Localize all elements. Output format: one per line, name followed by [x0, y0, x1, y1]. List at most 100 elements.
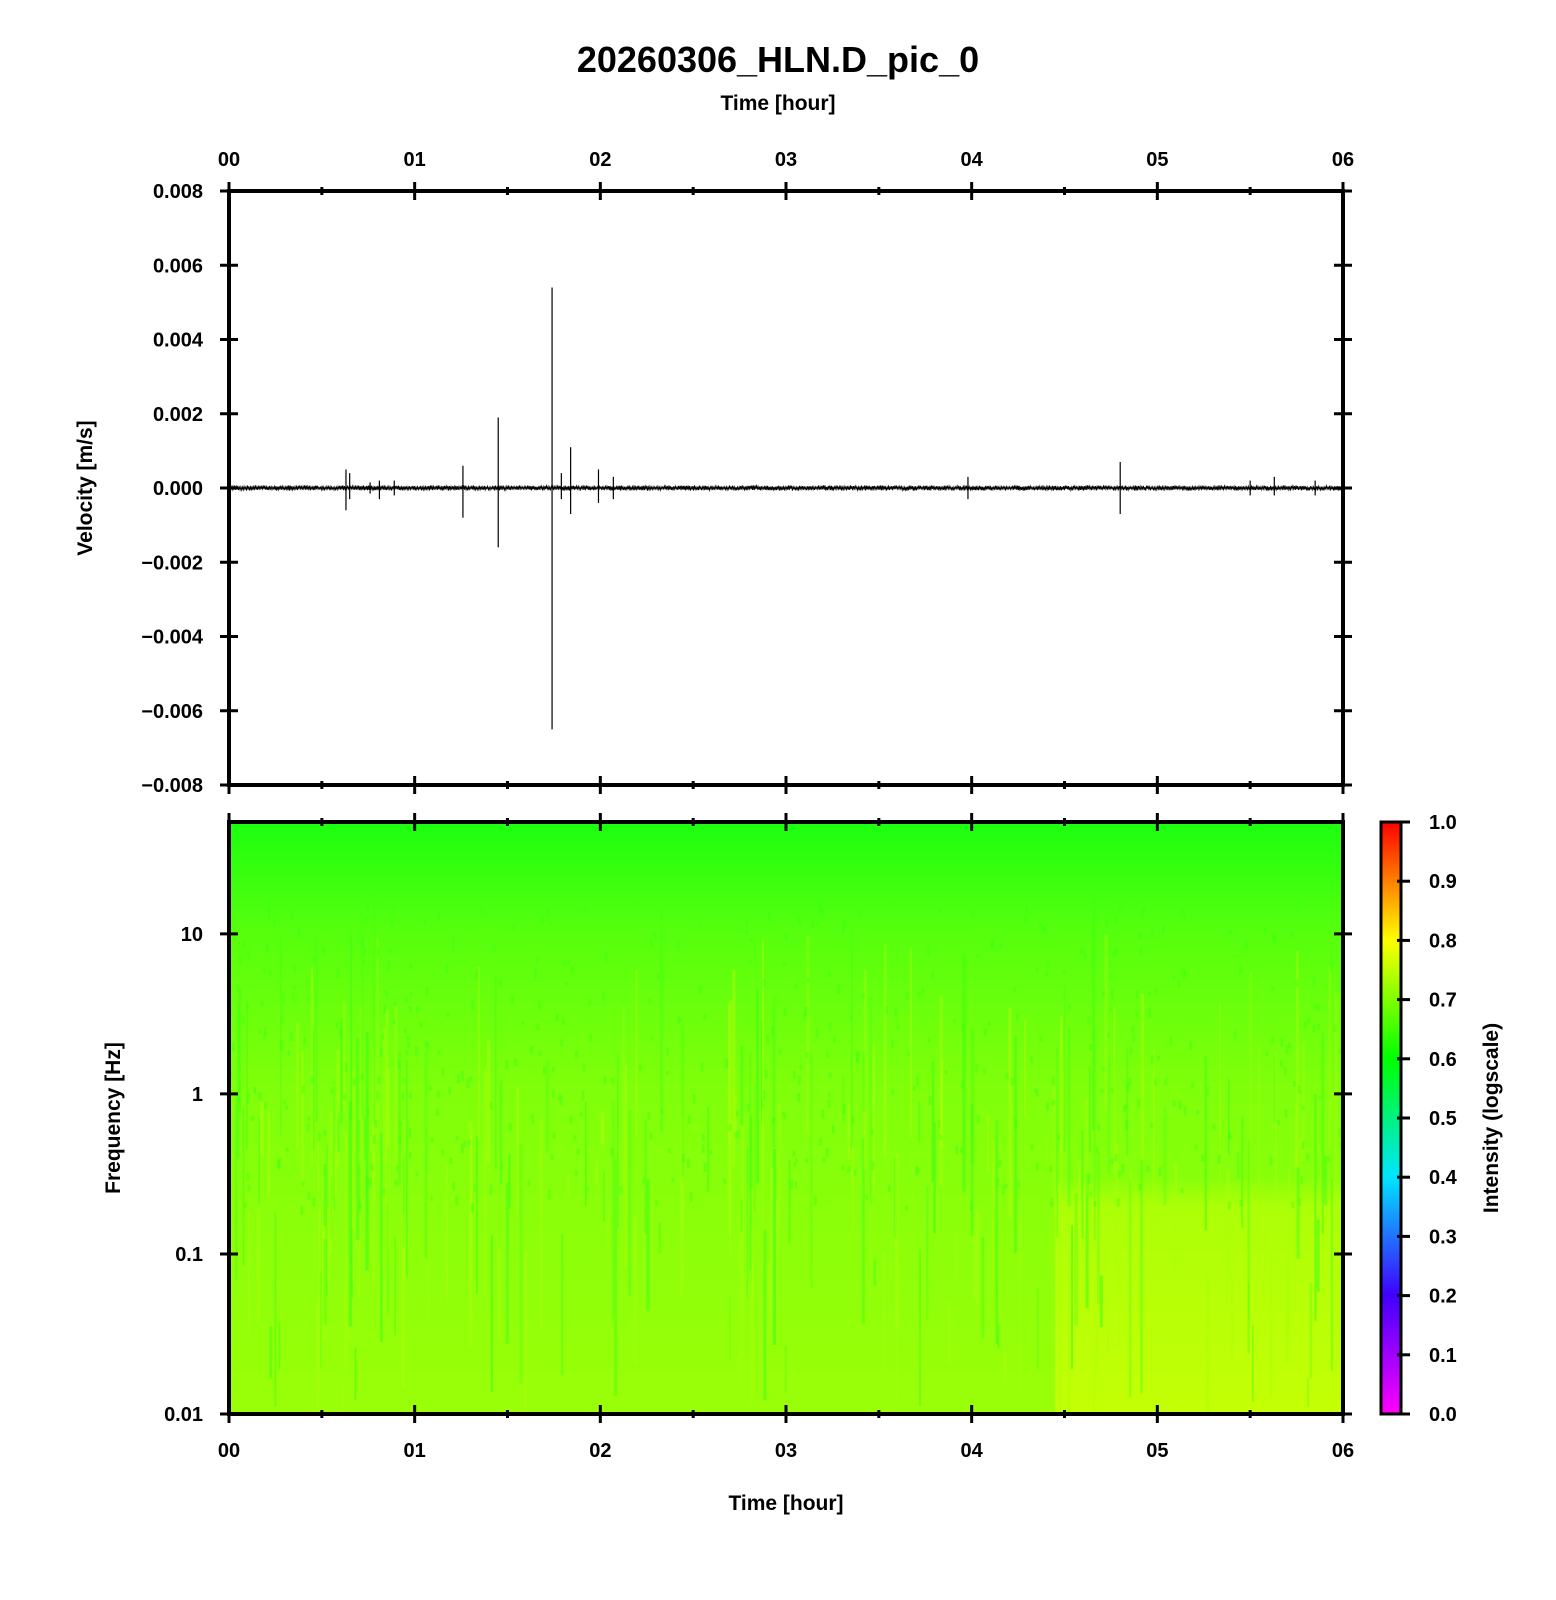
- spectrogram-streak: [1324, 1156, 1328, 1206]
- spectrogram-streak: [1252, 1325, 1254, 1402]
- wave-y-tick-label: −0.002: [141, 552, 203, 574]
- spectrogram-streak: [260, 1102, 264, 1157]
- spectrogram-streak: [351, 1226, 354, 1298]
- spectrogram-streak: [519, 1143, 523, 1384]
- spectrogram-streak: [446, 1165, 449, 1304]
- spectrogram-speckle: [1014, 1117, 1017, 1127]
- spectrogram-streak: [269, 1326, 273, 1379]
- colorbar-tick-label: 0.3: [1429, 1226, 1457, 1248]
- spectrogram-streak: [851, 1145, 854, 1241]
- spectrogram-speckle: [393, 1001, 397, 1007]
- spectrogram-streak: [847, 1103, 850, 1159]
- spectrogram-streak: [427, 1173, 430, 1322]
- spectrogram-speckle: [263, 1034, 267, 1041]
- spectrogram-speckle: [1172, 974, 1176, 981]
- spectrogram-speckle: [272, 918, 276, 926]
- spectrogram-streak: [933, 1122, 936, 1234]
- spectrogram-streak: [1024, 1020, 1026, 1118]
- spectrogram-speckle: [449, 1158, 453, 1164]
- spectrogram-speckle: [1183, 1105, 1187, 1116]
- spectrogram-speckle: [1228, 1134, 1232, 1140]
- spectrogram-streak: [1330, 1178, 1333, 1371]
- spectrogram-streak: [345, 1133, 348, 1370]
- spectrogram-speckle: [287, 1050, 291, 1056]
- spectrogram-streak: [947, 1299, 951, 1365]
- spectrogram-streak: [761, 1093, 764, 1277]
- spectrogram-streak: [387, 1146, 390, 1316]
- spectrogram-streak: [372, 1122, 376, 1291]
- spectrogram-speckle: [1291, 1201, 1295, 1209]
- spectrogram-speckle: [828, 1072, 832, 1079]
- spectrogram-speckle: [604, 952, 608, 963]
- spectrogram-speckle: [1040, 925, 1044, 933]
- spectrogram-streak: [1227, 1078, 1230, 1155]
- spectrogram-speckle: [231, 1042, 235, 1052]
- spectrogram-streak: [406, 1059, 408, 1277]
- spectrogram-streak: [365, 1032, 369, 1271]
- spectrogram-streak: [325, 1144, 328, 1297]
- spectrogram-streak: [992, 1142, 995, 1209]
- spectrogram-speckle: [894, 1007, 898, 1017]
- spectrogram-speckle: [562, 960, 566, 967]
- spectrogram-streak: [1099, 1275, 1103, 1328]
- spectrogram-speckle: [855, 1052, 859, 1062]
- spectrogram-speckle: [831, 1125, 835, 1134]
- spectrogram-streak: [895, 1153, 899, 1331]
- spectrogram-speckle: [1034, 1088, 1037, 1094]
- spectrogram-speckle: [1194, 1144, 1198, 1151]
- spectrogram-speckle: [811, 920, 815, 929]
- spectrogram-speckle: [293, 965, 297, 972]
- spectrogram-speckle: [1196, 1110, 1200, 1115]
- spectrogram-speckle: [969, 1201, 973, 1211]
- spectrogram-streak: [1295, 1105, 1298, 1248]
- spectrogram-streak: [749, 1052, 752, 1270]
- spectrogram-speckle: [828, 1092, 831, 1097]
- colorbar-tick-label: 0.4: [1429, 1167, 1458, 1189]
- spectrogram-speckle: [760, 1099, 764, 1109]
- spectrogram-speckle: [1206, 1086, 1210, 1096]
- spectrogram-streak: [962, 953, 966, 1192]
- spectrogram-speckle: [657, 973, 661, 980]
- spectrogram-speckle: [402, 1078, 406, 1084]
- spectrogram-speckle: [821, 1109, 825, 1119]
- spectrogram-speckle: [1043, 926, 1047, 934]
- spectrogram-streak: [380, 1132, 383, 1342]
- spectrogram-speckle: [360, 938, 364, 948]
- spectrogram-streak: [327, 1207, 330, 1282]
- spectrogram-speckle: [392, 904, 395, 910]
- spectrogram-speckle: [847, 1166, 851, 1173]
- spectrogram-speckle: [861, 993, 865, 999]
- spectrogram-speckle: [445, 964, 448, 974]
- top-x-tick-label: 06: [1332, 149, 1354, 171]
- spectrogram-speckle: [1089, 1043, 1093, 1051]
- spectrogram-speckle: [1327, 1156, 1331, 1162]
- spectrogram-speckle: [560, 1039, 564, 1047]
- spectrogram-speckle: [1183, 970, 1187, 977]
- spectrogram-streak: [660, 911, 664, 1133]
- spectrogram-streak: [1058, 1182, 1061, 1414]
- spectrogram-streak: [1128, 1180, 1132, 1398]
- spectrogram-speckle: [735, 1110, 739, 1117]
- spectrogram-speckle: [1244, 939, 1248, 950]
- spectrogram-speckle: [655, 1200, 659, 1206]
- spectrogram-speckle: [1189, 1040, 1193, 1051]
- spectrogram-speckle: [678, 1018, 682, 1023]
- spectrogram-streak: [707, 1106, 710, 1192]
- spectrogram-streak: [646, 1179, 650, 1312]
- spectrogram-speckle: [352, 1078, 356, 1086]
- spectrogram-streak: [772, 1148, 776, 1345]
- spectrogram-speckle: [283, 1100, 286, 1105]
- spectrogram-speckle: [1297, 1085, 1301, 1094]
- spectrogram-speckle: [339, 1028, 343, 1038]
- spectrogram-streak: [850, 929, 853, 1150]
- spectrogram-speckle: [987, 1021, 991, 1027]
- spectrogram-streak: [611, 1101, 615, 1319]
- spectrogram-speckle: [792, 1071, 796, 1079]
- spectrogram-speckle: [762, 1090, 766, 1101]
- spectrogram-speckle: [498, 980, 502, 987]
- spectrogram-speckle: [692, 1093, 696, 1104]
- spectrogram-speckle: [917, 991, 921, 998]
- spectrogram-speckle: [365, 916, 369, 922]
- spectrogram-speckle: [998, 1159, 1002, 1167]
- spectrogram-speckle: [1154, 988, 1158, 995]
